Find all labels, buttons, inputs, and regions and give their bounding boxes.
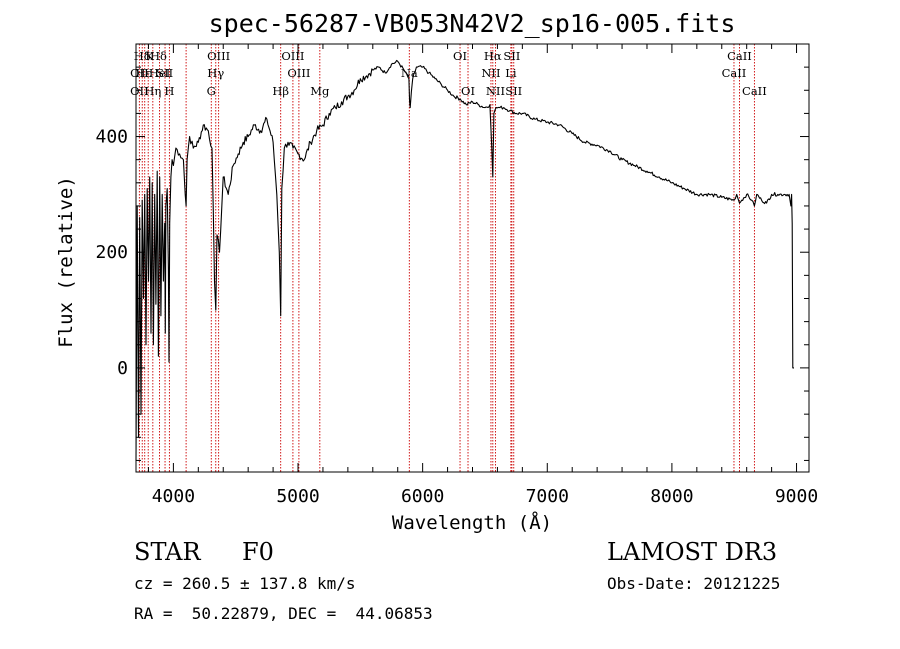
x-tick-label: 9000 (775, 486, 818, 507)
spectral-line-label: Hε (135, 66, 151, 80)
plot-frame (135, 43, 810, 473)
x-tick-label: 4000 (152, 486, 195, 507)
spectral-line-label: H (164, 84, 174, 98)
spectral-line-label: CaII (722, 66, 747, 80)
spectral-line-label: Li (505, 66, 517, 80)
spectral-line-label: OI (453, 49, 467, 63)
spectral-line-label: NII (486, 84, 505, 98)
axis-ticks: 4000 5000 6000 7000 8000 9000 0 200 400 (95, 44, 818, 507)
spectral-line-label: Hγ (207, 66, 224, 80)
coordinates: RA = 50.22879, DEC = 44.06853 (134, 604, 433, 623)
y-tick-label: 200 (95, 242, 128, 263)
survey-name: LAMOST DR3 (607, 538, 778, 566)
spectral-line-label: K (145, 49, 154, 63)
spectral-line-label: CaII (727, 49, 752, 63)
object-class: STAR (134, 538, 201, 566)
x-tick-label: 7000 (526, 486, 569, 507)
y-tick-label: 400 (95, 127, 128, 148)
x-axis-label: Wavelength (Å) (392, 511, 552, 534)
observation-date: Obs-Date: 20121225 (607, 574, 781, 593)
spectral-line-label: SII (156, 66, 173, 80)
spectral-line-label: NII (481, 66, 500, 80)
spectral-line-label: OII (130, 66, 149, 80)
spectral-line-label: HeI (149, 66, 170, 80)
spectral-line-label: Hα (484, 49, 502, 63)
y-axis-label: Flux (relative) (55, 176, 77, 348)
x-tick-label: 8000 (650, 486, 693, 507)
spectral-line-markers (138, 44, 755, 472)
spectral-line-label: Hδ (134, 49, 151, 63)
spectral-line-label: SII (503, 49, 520, 63)
x-tick-label: 5000 (276, 486, 319, 507)
spectral-line-label: OIII (287, 66, 310, 80)
spectral-line-label: OI (461, 84, 475, 98)
chart-title: spec-56287-VB053N42V2_sp16-005.fits (209, 9, 736, 38)
spectral-line-label: Mg (310, 84, 330, 98)
spectral-line-label: G (207, 84, 216, 98)
spectral-line-label: OII (130, 84, 149, 98)
spectral-line-label: OIII (207, 49, 230, 63)
spectral-line-label: OIII (281, 49, 304, 63)
spectrum-line (135, 59, 794, 461)
spectral-line-label: Hβ (272, 84, 289, 98)
y-tick-label: 0 (117, 358, 128, 379)
redshift-value: cz = 260.5 ± 137.8 km/s (134, 574, 356, 593)
x-tick-label: 6000 (401, 486, 444, 507)
spectral-line-label: Hη (144, 84, 161, 98)
object-subclass: F0 (242, 538, 274, 566)
spectral-line-label: CaII (742, 84, 767, 98)
spectral-line-label: SII (505, 84, 522, 98)
spectral-line-label: Hδ (150, 49, 167, 63)
